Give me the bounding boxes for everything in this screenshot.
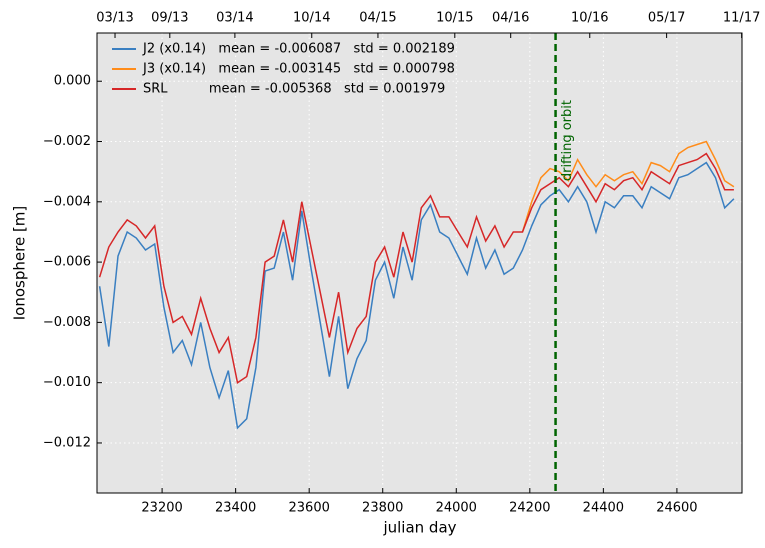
- y-tick-label: −0.012: [43, 435, 91, 450]
- legend-label: J2 (x0.14) mean = -0.006087 std = 0.0021…: [142, 42, 455, 57]
- x-tick-label: 24000: [436, 501, 477, 516]
- y-tick-label: −0.008: [43, 315, 91, 330]
- plot-area: [97, 33, 742, 493]
- x-tick-label: 23600: [289, 501, 330, 516]
- series-line: [98, 152, 734, 384]
- x-tick-label: 23400: [215, 501, 256, 516]
- x-tick-label: 23200: [141, 501, 182, 516]
- y-tick-label: −0.006: [43, 255, 91, 270]
- x2-tick-label: 10/16: [571, 11, 608, 26]
- y-tick-label: −0.010: [43, 375, 91, 390]
- x2-tick-label: 03/13: [96, 11, 133, 26]
- x2-tick-label: 09/13: [151, 11, 188, 26]
- y-tick-label: −0.004: [43, 194, 91, 209]
- plot-frame: [96, 32, 743, 494]
- legend-label: SRL mean = -0.005368 std = 0.001979: [143, 82, 445, 97]
- y-tick-label: −0.002: [43, 134, 91, 149]
- y-tick-label: 0.000: [54, 74, 91, 89]
- series-line: [98, 161, 735, 430]
- x-axis-label: julian day: [382, 519, 456, 537]
- x2-tick-label: 05/17: [648, 11, 685, 26]
- x-tick-label: 24600: [656, 501, 697, 516]
- x2-tick-label: 10/15: [436, 11, 473, 26]
- x2-tick-label: 04/16: [492, 11, 529, 26]
- x-tick-label: 23800: [362, 501, 403, 516]
- vline-label: drifting orbit: [560, 100, 575, 181]
- x2-tick-label: 03/14: [216, 11, 253, 26]
- y-axis-label: Ionosphere [m]: [11, 206, 29, 321]
- series-line: [521, 140, 735, 233]
- x2-tick-label: 11/17: [723, 11, 760, 26]
- x2-tick-label: 10/14: [293, 11, 330, 26]
- x-tick-label: 24400: [583, 501, 624, 516]
- legend-label: J3 (x0.14) mean = -0.003145 std = 0.0007…: [142, 62, 455, 77]
- x2-tick-label: 04/15: [359, 11, 396, 26]
- x-tick-label: 24200: [509, 501, 550, 516]
